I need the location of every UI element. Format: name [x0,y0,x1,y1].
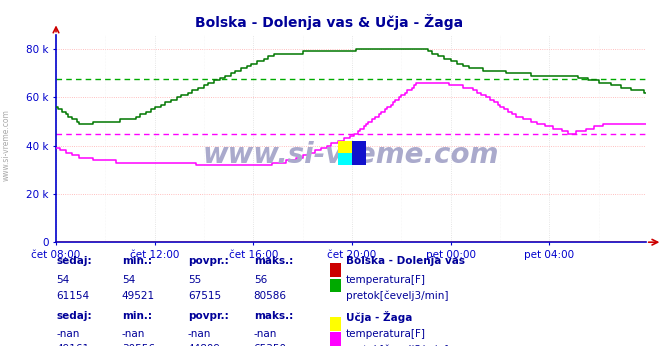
Text: 61154: 61154 [56,291,89,301]
Text: 54: 54 [56,275,69,285]
Text: -nan: -nan [188,329,211,339]
Bar [337,141,352,153]
Text: Bolska - Dolenja vas & Učja - Žaga: Bolska - Dolenja vas & Učja - Žaga [196,14,463,30]
Text: pretok[čevelj3/min]: pretok[čevelj3/min] [346,344,449,346]
Bar [352,141,366,165]
Text: temperatura[F]: temperatura[F] [346,329,426,339]
Text: www.si-vreme.com: www.si-vreme.com [2,109,11,181]
Text: Bolska - Dolenja vas: Bolska - Dolenja vas [346,256,465,266]
Text: 80586: 80586 [254,291,287,301]
Bar [337,153,352,165]
Text: sedaj:: sedaj: [56,311,92,321]
Text: 67515: 67515 [188,291,221,301]
Text: temperatura[F]: temperatura[F] [346,275,426,285]
Text: -nan: -nan [122,329,145,339]
Text: 54: 54 [122,275,135,285]
Text: Učja - Žaga: Učja - Žaga [346,311,413,324]
Text: -nan: -nan [56,329,79,339]
Text: 65350: 65350 [254,344,287,346]
Text: sedaj:: sedaj: [56,256,92,266]
Text: 44809: 44809 [188,344,221,346]
Text: -nan: -nan [254,329,277,339]
Text: maks.:: maks.: [254,256,293,266]
Text: min.:: min.: [122,311,152,321]
Text: www.si-vreme.com: www.si-vreme.com [203,141,499,169]
Text: min.:: min.: [122,256,152,266]
Text: 49161: 49161 [56,344,89,346]
Text: pretok[čevelj3/min]: pretok[čevelj3/min] [346,291,449,301]
Text: 56: 56 [254,275,267,285]
Text: maks.:: maks.: [254,311,293,321]
Text: 49521: 49521 [122,291,155,301]
Text: povpr.:: povpr.: [188,256,229,266]
Text: 55: 55 [188,275,201,285]
Text: povpr.:: povpr.: [188,311,229,321]
Text: 30556: 30556 [122,344,155,346]
